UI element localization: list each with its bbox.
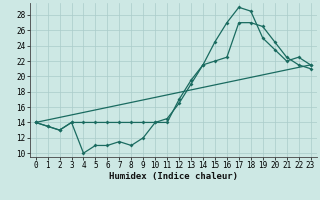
X-axis label: Humidex (Indice chaleur): Humidex (Indice chaleur) xyxy=(108,172,238,181)
